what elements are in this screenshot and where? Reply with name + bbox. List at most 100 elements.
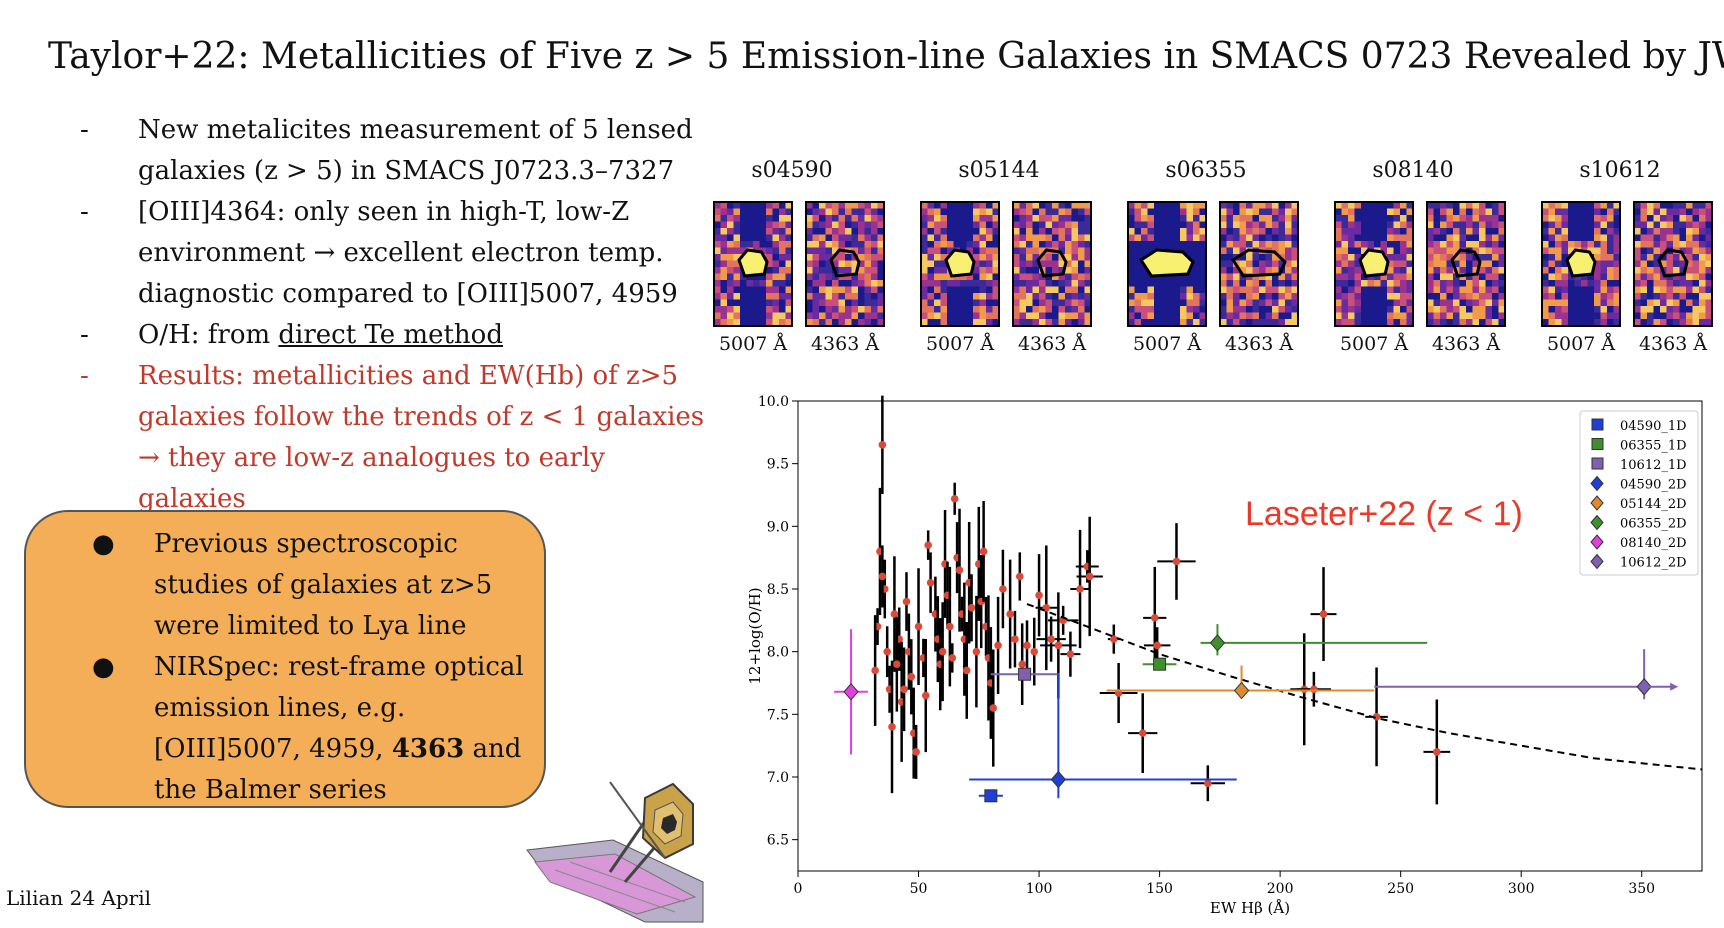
stamp-pixel (1348, 228, 1355, 235)
stamp-pixel (986, 215, 993, 222)
stamp-pixel (1485, 280, 1493, 287)
stamp-pixel (1600, 299, 1608, 307)
stamp-pixel (1361, 241, 1368, 248)
stamp-pixel (1246, 280, 1253, 287)
stamp-pixel (1186, 299, 1194, 307)
stamp-pixel (1160, 293, 1168, 300)
stamp-pixel (927, 312, 935, 320)
stamp-pixel (733, 247, 741, 255)
stamp-pixel (1032, 280, 1040, 287)
stamp-pixel (1581, 306, 1588, 313)
stamp-pixel (806, 260, 813, 268)
stamp-pixel (966, 293, 974, 300)
stamp-pixel (1167, 312, 1174, 320)
stamp-pixel (1361, 202, 1368, 209)
stamp-pixel (1542, 215, 1549, 222)
stamp-pixel (858, 312, 865, 320)
stamp-pixel (1542, 299, 1549, 307)
stamp-pixel (1594, 221, 1601, 229)
stamp-pixel (1128, 299, 1135, 307)
stamp-pixel (1039, 286, 1046, 294)
comparison-point (1433, 748, 1441, 756)
stamp-pixel (1239, 228, 1247, 235)
stamp-pixel (1387, 280, 1394, 287)
stamp-pixel (1561, 221, 1569, 229)
stamp-pixel (1032, 202, 1040, 209)
stamp-pixel (1259, 215, 1266, 222)
stamp-pixel (1705, 260, 1713, 268)
stamp-pixel (1058, 299, 1066, 307)
stamp-pixel (1686, 221, 1693, 229)
stamp-pixel (1341, 241, 1349, 248)
stamp-pixel (1071, 215, 1079, 222)
stamp-pixel (1561, 241, 1569, 248)
stamp-pixel (759, 241, 767, 248)
stamp-pixel (1387, 221, 1394, 229)
bullet-marker: - (80, 320, 89, 350)
stamp-pixel (1673, 234, 1680, 242)
stamp-pixel (1233, 286, 1240, 294)
stamp-pixel (1045, 267, 1053, 274)
stamp-pixel (1393, 208, 1401, 216)
stamp-pixel (845, 234, 852, 242)
stamp-pixel (720, 293, 728, 300)
stamp-pixel (960, 306, 967, 313)
stamp-pixel (819, 267, 826, 274)
stamp-pixel (1686, 234, 1693, 242)
stamp-pixel (1246, 299, 1253, 307)
stamp-pixel (1459, 312, 1467, 320)
stamp-pixel (1128, 221, 1135, 229)
stamp-pixel (1673, 241, 1680, 248)
stamp-pixel (1466, 208, 1473, 216)
stamp-pixel (772, 241, 780, 248)
stamp-pixel (727, 208, 734, 216)
stamp-pixel (1128, 280, 1135, 287)
stamp-pixel (714, 299, 721, 307)
stamp-pixel (766, 208, 773, 216)
stamp-pixel (1561, 293, 1569, 300)
stamp-pixel (1180, 299, 1187, 307)
stamp-pixel (940, 299, 948, 307)
stamp-pixel (1587, 234, 1595, 242)
stamp-pixel (877, 254, 885, 261)
stamp-pixel (1607, 221, 1614, 229)
stamp-pixel (1453, 293, 1460, 300)
stamp-pixel (1692, 234, 1700, 242)
stamp-pixel (1498, 299, 1506, 307)
stamp-pixel (1220, 299, 1227, 307)
stamp-pixel (825, 208, 833, 216)
stamp-pixel (714, 241, 721, 248)
x-tick-label: 0 (794, 881, 803, 897)
stamp-pixel (1065, 319, 1072, 326)
context-text: NIRSpec: rest-frame optical emission lin… (154, 652, 524, 764)
bullet-line: [OIII]4364: only seen in high-T, low-Z (138, 197, 630, 227)
comparison-point (912, 748, 920, 756)
stamp-pixel (1387, 215, 1394, 222)
stamp-pixel (1134, 273, 1142, 281)
stamp-pixel (1581, 319, 1588, 326)
stamp-pixel (1341, 293, 1349, 300)
stamp-pixel (1440, 319, 1447, 326)
stamp-pixel (812, 299, 820, 307)
comparison-point (938, 647, 947, 656)
stamp-pixel (1291, 208, 1299, 216)
stamp-pixel (1220, 228, 1227, 235)
stamp-pixel (1472, 299, 1480, 307)
stamp-pixel (1272, 299, 1279, 307)
stamp-pixel (1660, 241, 1667, 248)
comparison-point (967, 604, 976, 612)
stamp-pixel (1233, 299, 1240, 307)
stamp-pixel (1026, 215, 1033, 222)
stamp-pixel (1291, 215, 1299, 222)
stamp-pixel (921, 319, 928, 326)
stamp-pixel (1472, 221, 1480, 229)
stamp-pixel (720, 254, 728, 261)
stamp-pixel (1705, 215, 1713, 222)
stamp-pixel (1220, 208, 1227, 216)
stamp-pixel (992, 208, 1000, 216)
stamp-pixel (1154, 228, 1161, 235)
stamp-pixel (733, 280, 741, 287)
stamp-pixel (1141, 241, 1148, 248)
stamp-pixel (759, 215, 767, 222)
